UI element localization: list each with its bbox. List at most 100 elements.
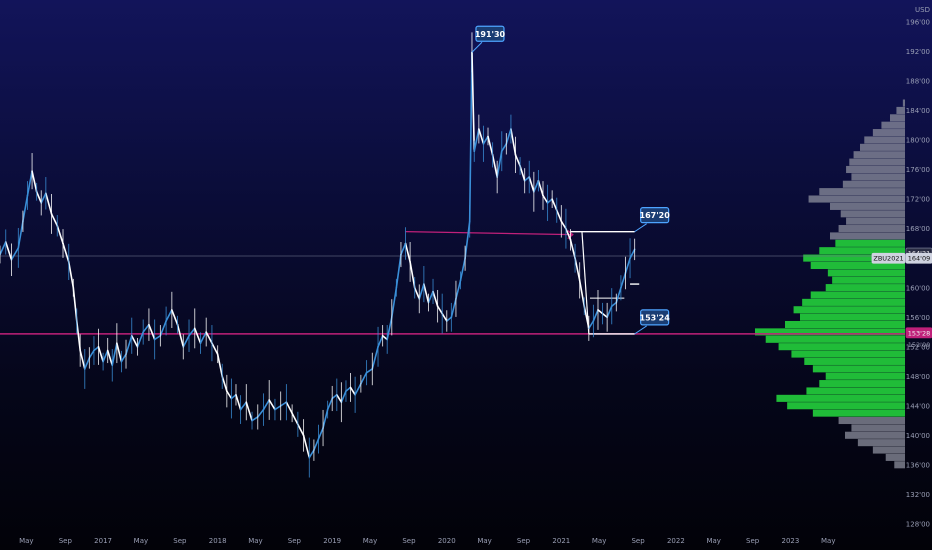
- price-segment: [496, 150, 503, 178]
- trend-drawings: [405, 230, 640, 335]
- x-tick-label: 2023: [782, 537, 800, 545]
- price-segment: [601, 312, 608, 319]
- volume-bar: [827, 269, 905, 277]
- price-segment: [256, 408, 265, 418]
- price-segment: [491, 154, 498, 178]
- price-segment: [413, 286, 421, 300]
- price-segment: [159, 320, 167, 337]
- price-segment: [583, 305, 590, 330]
- price-segment: [317, 427, 324, 440]
- price-segment: [211, 342, 219, 356]
- volume-bar: [853, 151, 905, 159]
- y-tick-label: 152'00: [906, 343, 930, 351]
- price-segment: [560, 220, 567, 230]
- volume-bar: [890, 114, 905, 122]
- range-diagonal: [581, 231, 590, 334]
- price-segment: [542, 194, 549, 204]
- volume-bar: [793, 306, 905, 314]
- y-tick-label: 140'00: [906, 432, 930, 440]
- price-segment: [79, 349, 86, 370]
- price-series: [0, 32, 636, 478]
- price-segment: [377, 334, 384, 348]
- price-segment: [331, 394, 338, 400]
- volume-bar: [776, 394, 905, 402]
- price-segment: [588, 320, 595, 330]
- volume-bar: [846, 217, 905, 225]
- price-segment: [445, 316, 453, 322]
- price-segment: [226, 390, 233, 400]
- price-segment: [188, 327, 196, 337]
- volume-bar: [803, 254, 905, 262]
- y-axis[interactable]: 196'00 192'00 188'00 184'00 180'00 176'00 172'…: [906, 19, 930, 529]
- volume-bar: [857, 439, 905, 447]
- y-tick-label: 144'00: [906, 402, 930, 410]
- price-segment: [514, 154, 521, 167]
- price-tag-label: 164'09: [908, 255, 930, 263]
- price-segment: [409, 261, 416, 289]
- price-segment: [349, 386, 356, 396]
- x-tick-label: Sep: [746, 537, 760, 545]
- price-segment: [26, 170, 33, 197]
- volume-bar: [785, 320, 905, 329]
- price-segment: [17, 220, 24, 249]
- price-segment: [427, 290, 434, 304]
- volume-bar: [810, 291, 905, 299]
- price-segment: [390, 286, 398, 319]
- annotation-label: 191'30: [475, 30, 506, 39]
- price-segment: [102, 349, 109, 363]
- volume-bar: [894, 461, 905, 469]
- volume-bar: [835, 239, 905, 247]
- price-segment: [193, 327, 202, 344]
- x-tick-label: May: [821, 537, 835, 545]
- volume-bar: [787, 402, 905, 410]
- y-tick-label: 160'00: [906, 284, 930, 292]
- price-segment: [72, 286, 78, 322]
- price-segment: [56, 224, 64, 245]
- price-segment: [35, 190, 43, 204]
- y-tick-label: 180'00: [906, 137, 930, 145]
- price-segment: [629, 248, 636, 260]
- price-segment: [245, 401, 253, 422]
- price-segment: [395, 253, 402, 289]
- y-tick-label: 128'00: [906, 521, 930, 529]
- volume-bar: [864, 136, 905, 144]
- x-tick-label: May: [248, 537, 262, 545]
- price-segment: [450, 298, 457, 319]
- x-tick-label: 2017: [94, 537, 112, 545]
- price-segment: [459, 257, 466, 282]
- volume-bar: [849, 158, 905, 166]
- volume-bar: [872, 446, 905, 454]
- price-segment: [45, 192, 53, 215]
- price-segment: [171, 309, 179, 326]
- x-tick-label: Sep: [173, 537, 187, 545]
- price-segment: [106, 349, 114, 367]
- price-segment: [279, 401, 288, 407]
- volume-bar: [791, 350, 905, 358]
- currency-label: USD: [915, 6, 930, 14]
- annotation-box: [640, 309, 670, 326]
- price-segment: [230, 394, 237, 400]
- price-segment: [360, 371, 368, 385]
- price-tag: [871, 252, 906, 264]
- volume-bar: [872, 129, 905, 137]
- x-tick-label: Sep: [402, 537, 416, 545]
- volume-bar: [851, 173, 905, 181]
- price-segment: [533, 179, 540, 193]
- price-segment: [136, 331, 144, 348]
- volume-bar: [851, 424, 905, 432]
- x-axis[interactable]: May Sep 2017 May Sep 2018 May Sep 2019 May Sep 2020…: [19, 537, 835, 545]
- y-tick-label: 184'00: [906, 107, 930, 115]
- price-segment: [610, 301, 618, 308]
- price-segment: [302, 434, 311, 459]
- price-tag-label: 153'28: [908, 329, 930, 337]
- price-segment: [308, 449, 315, 459]
- volume-bar: [830, 232, 905, 240]
- x-tick-label: Sep: [517, 537, 531, 545]
- x-tick-label: May: [19, 537, 33, 545]
- price-segment: [569, 238, 576, 260]
- volume-profile: [755, 99, 905, 469]
- y-tick-label: 148'00: [906, 373, 930, 381]
- annotation-box: [640, 207, 670, 224]
